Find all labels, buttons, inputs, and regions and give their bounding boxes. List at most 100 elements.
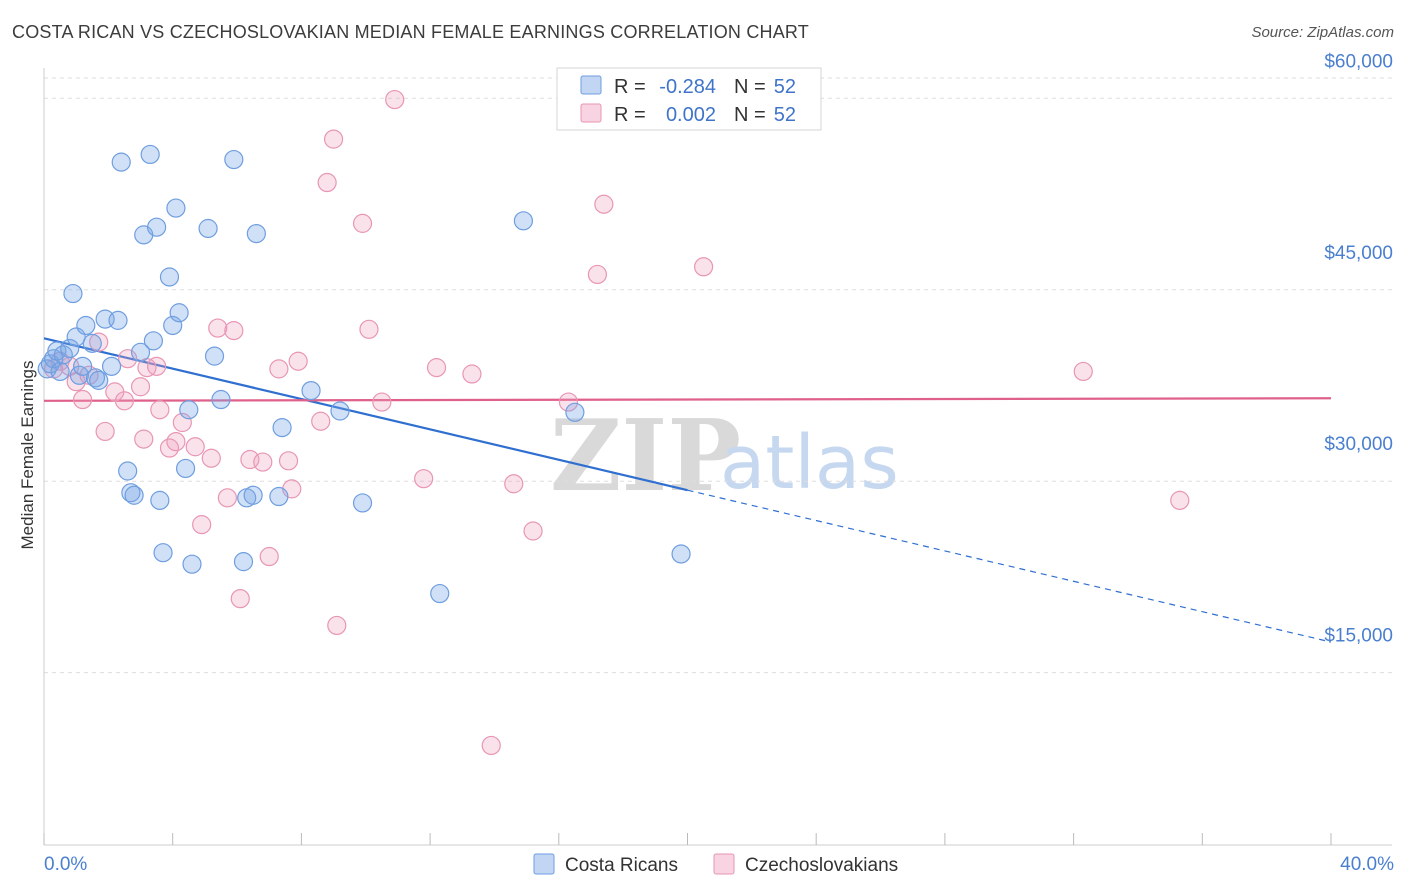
point-czechoslovakians (269, 359, 289, 379)
point-czechoslovakians (253, 452, 273, 472)
point-costa-ricans (269, 486, 289, 507)
point-czechoslovakians (594, 194, 614, 214)
trend-line-czechoslovakians (43, 397, 1332, 402)
point-costa-ricans (111, 152, 131, 172)
point-czechoslovakians (462, 364, 482, 384)
point-czechoslovakians (385, 89, 405, 110)
chart-title: COSTA RICAN VS CZECHOSLOVAKIAN MEDIAN FE… (12, 22, 809, 42)
bottom-legend: Costa Ricans Czechoslovakians (533, 853, 898, 876)
point-czechoslovakians (288, 351, 308, 371)
point-czechoslovakians (426, 358, 447, 378)
point-costa-ricans (143, 331, 163, 351)
legend-r-label-1: R = (614, 76, 646, 98)
point-czechoslovakians (352, 213, 373, 233)
legend-n-label-1: N = (734, 76, 766, 98)
point-costa-ricans (246, 223, 266, 244)
data-points (37, 89, 1190, 756)
point-czechoslovakians (414, 469, 434, 489)
x-tick-label: 0.0% (44, 854, 87, 875)
point-czechoslovakians (130, 377, 151, 397)
point-czechoslovakians (327, 615, 347, 636)
point-czechoslovakians (259, 546, 279, 567)
point-costa-ricans (352, 493, 373, 513)
y-tick-label: $30,000 (1324, 434, 1393, 455)
point-costa-ricans (565, 402, 585, 422)
point-costa-ricans (272, 418, 292, 438)
y-tick-label: $15,000 (1324, 626, 1393, 647)
point-costa-ricans (513, 211, 534, 231)
y-tick-label: $45,000 (1324, 243, 1393, 264)
legend-r-label-2: R = (614, 104, 646, 126)
legend-n-value-2: 52 (774, 104, 796, 126)
point-costa-ricans (243, 485, 263, 505)
trend-lines (43, 337, 1332, 643)
point-czechoslovakians (481, 735, 501, 756)
point-costa-ricans (159, 267, 180, 287)
point-czechoslovakians (201, 448, 221, 468)
point-costa-ricans (76, 315, 96, 336)
point-costa-ricans (182, 554, 202, 574)
point-costa-ricans (101, 356, 122, 376)
point-costa-ricans (179, 400, 199, 420)
point-costa-ricans (224, 149, 244, 170)
point-costa-ricans (233, 552, 254, 572)
point-costa-ricans (147, 217, 167, 237)
legend-swatch-czechoslovakians (580, 103, 602, 123)
point-czechoslovakians (1170, 490, 1190, 510)
point-costa-ricans (198, 218, 218, 239)
point-costa-ricans (118, 461, 138, 481)
point-costa-ricans (82, 333, 102, 353)
trend-line-costa-ricans-extension (687, 489, 1332, 643)
point-costa-ricans (63, 283, 83, 304)
bottom-legend-label-czechoslovakians: Czechoslovakians (745, 855, 898, 876)
point-czechoslovakians (208, 318, 228, 338)
x-tick-label: 40.0% (1340, 854, 1394, 875)
point-czechoslovakians (523, 521, 543, 541)
point-costa-ricans (169, 303, 189, 323)
point-czechoslovakians (114, 391, 135, 411)
point-czechoslovakians (166, 432, 186, 452)
point-czechoslovakians (230, 589, 250, 609)
point-czechoslovakians (224, 321, 244, 341)
legend-swatch-costa-ricans (580, 75, 602, 95)
point-costa-ricans (211, 389, 231, 410)
point-costa-ricans (175, 458, 196, 479)
point-czechoslovakians (217, 488, 237, 508)
point-costa-ricans (301, 380, 321, 401)
legend-r-value-2: 0.002 (666, 104, 716, 126)
point-czechoslovakians (192, 515, 212, 535)
watermark-atlas: atlas (720, 420, 899, 506)
point-czechoslovakians (134, 429, 154, 449)
point-czechoslovakians (504, 474, 524, 494)
point-czechoslovakians (95, 421, 115, 442)
point-czechoslovakians (73, 389, 93, 410)
bottom-legend-label-costa-ricans: Costa Ricans (565, 855, 678, 876)
point-costa-ricans (204, 346, 225, 366)
bottom-legend-swatch-costa-ricans (533, 853, 555, 875)
point-czechoslovakians (693, 257, 714, 277)
point-costa-ricans (671, 544, 691, 564)
y-tick-label: $60,000 (1324, 51, 1393, 72)
point-costa-ricans (121, 483, 141, 503)
point-czechoslovakians (150, 400, 170, 420)
point-czechoslovakians (323, 129, 344, 149)
point-czechoslovakians (89, 332, 109, 352)
point-czechoslovakians (1073, 361, 1093, 382)
y-axis-label: Median Female Earnings (18, 361, 37, 550)
point-costa-ricans (150, 490, 170, 510)
point-costa-ricans (60, 338, 80, 359)
point-costa-ricans (330, 401, 350, 421)
legend-n-label-2: N = (734, 104, 766, 126)
point-czechoslovakians (587, 264, 608, 285)
point-costa-ricans (140, 144, 160, 165)
point-costa-ricans (430, 583, 450, 604)
point-costa-ricans (50, 361, 70, 382)
point-czechoslovakians (317, 172, 337, 193)
point-costa-ricans (85, 368, 106, 388)
point-czechoslovakians (185, 437, 205, 457)
legend-r-value-1: -0.284 (659, 76, 716, 98)
legend-box: R = -0.284 N = 52 R = 0.002 N = 52 (556, 67, 822, 131)
point-czechoslovakians (311, 411, 331, 431)
point-costa-ricans (153, 543, 173, 563)
